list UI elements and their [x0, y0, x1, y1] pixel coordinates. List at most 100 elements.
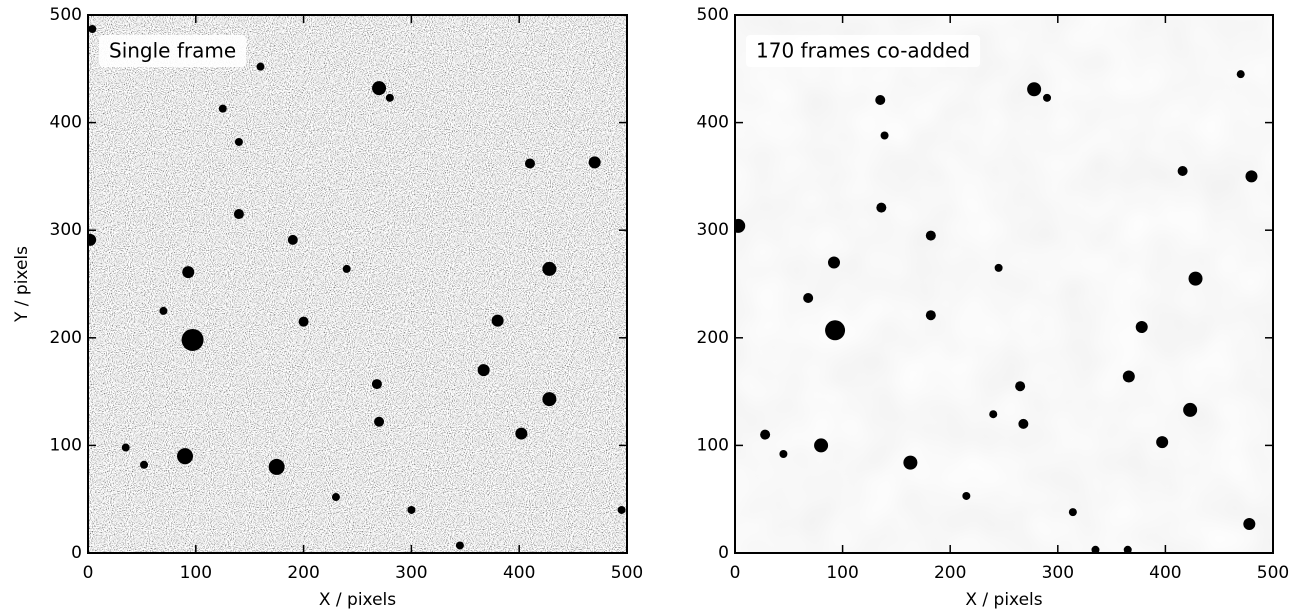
x-tick-label: 300: [395, 563, 427, 583]
star: [371, 379, 382, 390]
y-tick-label: 500: [697, 5, 729, 25]
star: [803, 292, 814, 303]
star: [331, 493, 340, 502]
star: [542, 261, 557, 276]
star: [385, 93, 394, 102]
x-tick-label: 100: [180, 563, 212, 583]
star: [962, 491, 971, 500]
annotation: Single frame: [109, 39, 236, 63]
y-tick-label: 400: [50, 113, 82, 133]
y-tick-label: 300: [697, 220, 729, 240]
panel: 0 100 200 300 400 500 0 100 200 300 400 500 X / pixe…: [12, 5, 643, 610]
x-tick-label: 400: [1149, 563, 1181, 583]
x-tick-label: 500: [1257, 563, 1289, 583]
star: [994, 263, 1003, 272]
star: [880, 131, 889, 140]
star: [1027, 82, 1042, 97]
star: [491, 314, 504, 327]
x-tick-label: 200: [934, 563, 966, 583]
plot-area: [735, 15, 1273, 553]
star: [140, 460, 149, 469]
star: [287, 234, 298, 245]
star: [524, 158, 535, 169]
star: [760, 429, 771, 440]
annotation-box: [99, 35, 247, 67]
star: [407, 505, 416, 514]
star: [1068, 508, 1077, 517]
image-background: [88, 15, 627, 553]
star: [256, 62, 265, 71]
star: [827, 256, 840, 269]
star: [177, 448, 194, 465]
star: [342, 264, 351, 273]
star: [825, 320, 846, 341]
star: [88, 24, 97, 33]
star: [374, 416, 385, 427]
y-tick-label: 500: [50, 5, 82, 25]
annotation: 170 frames co-added: [756, 39, 970, 63]
star: [876, 202, 887, 213]
star: [121, 443, 130, 452]
star: [875, 95, 886, 106]
star: [1245, 170, 1258, 183]
star: [1177, 166, 1188, 177]
star: [181, 328, 204, 351]
panel: 0 100 200 300 400 500 0 100 200 300 400 500 X / pixe…: [697, 5, 1290, 610]
y-tick-label: 200: [50, 328, 82, 348]
star: [1091, 545, 1100, 553]
star: [234, 137, 243, 146]
star: [1122, 370, 1135, 383]
star: [542, 392, 557, 407]
x-tick-label: 0: [730, 563, 741, 583]
x-tick-label: 500: [611, 563, 643, 583]
star: [1243, 517, 1256, 530]
star: [1043, 93, 1052, 102]
star: [989, 410, 998, 419]
star: [735, 218, 746, 233]
y-tick-label: 300: [50, 220, 82, 240]
x-tick-label: 0: [83, 563, 94, 583]
x-tick-label: 400: [503, 563, 535, 583]
y-tick-label: 0: [718, 543, 729, 563]
star: [1236, 70, 1245, 79]
x-tick-label: 100: [826, 563, 858, 583]
star: [779, 450, 788, 459]
x-tick-label: 300: [1042, 563, 1074, 583]
star: [298, 316, 309, 327]
y-tick-label: 0: [71, 543, 82, 563]
x-tick-label: 200: [287, 563, 319, 583]
annotation-box: [746, 35, 981, 67]
star: [455, 541, 464, 550]
star: [1188, 271, 1203, 286]
star: [1123, 545, 1132, 553]
y-tick-label: 100: [697, 435, 729, 455]
plot-frame: [734, 14, 1274, 554]
star: [477, 364, 490, 377]
star: [1015, 381, 1026, 392]
star: [268, 458, 285, 475]
star: [903, 455, 918, 470]
star: [182, 266, 195, 279]
star: [372, 81, 387, 96]
star: [925, 310, 936, 321]
star: [925, 230, 936, 241]
plot-area: [88, 15, 627, 553]
star: [814, 438, 829, 453]
y-tick-label: 100: [50, 435, 82, 455]
star: [218, 104, 227, 113]
y-tick-label: 200: [697, 328, 729, 348]
plot-frame: [87, 14, 628, 554]
star: [88, 233, 97, 246]
star: [1156, 436, 1169, 449]
y-tick-label: 400: [697, 113, 729, 133]
x-axis-label: X / pixels: [319, 590, 396, 610]
star: [233, 209, 244, 220]
star: [515, 427, 528, 440]
star: [1135, 321, 1148, 334]
star: [1018, 418, 1029, 429]
star: [1183, 402, 1198, 417]
image-background: [735, 15, 1273, 553]
x-axis-label: X / pixels: [965, 590, 1042, 610]
star: [588, 156, 601, 169]
